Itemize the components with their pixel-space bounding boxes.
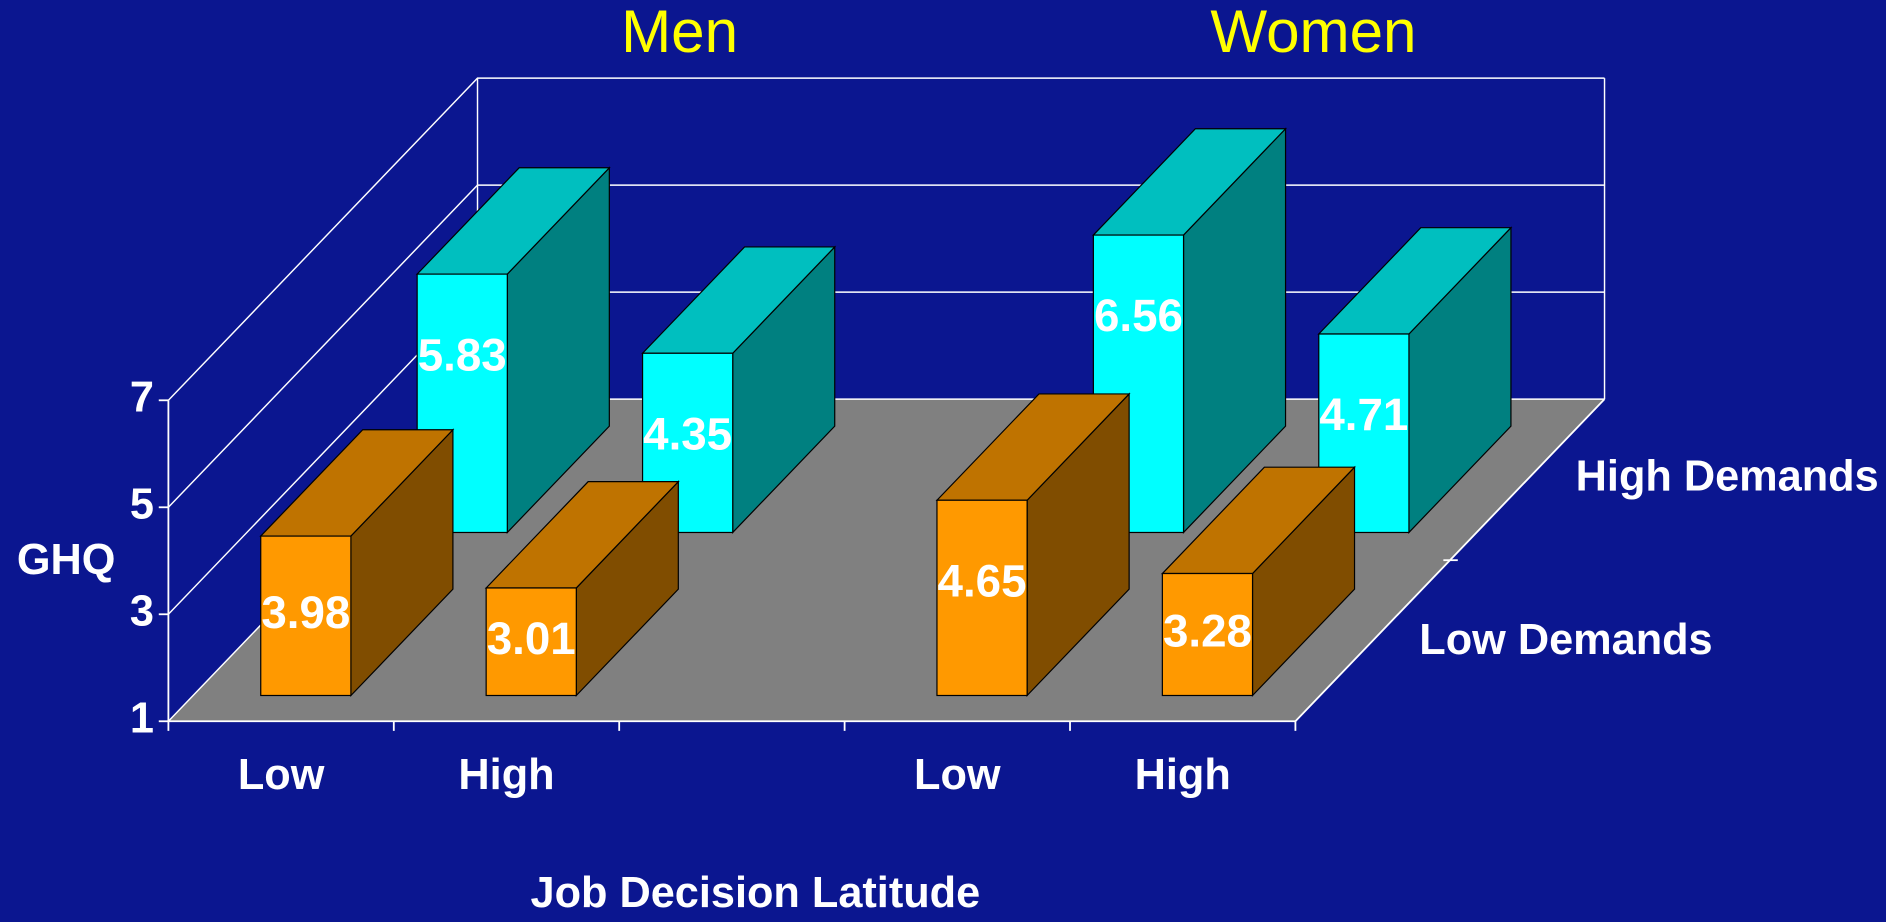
value-label: 5.83 — [418, 329, 507, 380]
group-label: Men — [621, 0, 738, 65]
grid-line — [167, 77, 1605, 401]
x-tick-label: Low — [238, 751, 325, 799]
x-tick-label: High — [1135, 751, 1231, 799]
y-tick-label: 7 — [130, 374, 154, 422]
group-label: Women — [1210, 0, 1416, 65]
value-label: 4.71 — [1319, 389, 1408, 440]
x-tick-label: Low — [914, 751, 1001, 799]
bar — [935, 392, 1131, 697]
value-label: 3.28 — [1163, 606, 1252, 657]
y-tick-label: 1 — [130, 695, 154, 743]
bar-front — [936, 499, 1028, 697]
y-tick-label: 5 — [130, 481, 154, 529]
bar — [641, 245, 837, 534]
plot: Men Women GHQ Job Decision Latitude 1 3 5 7… — [17, 0, 1879, 917]
value-label: 6.56 — [1094, 290, 1183, 341]
value-label: 4.35 — [643, 408, 732, 459]
y-tick-label: 3 — [130, 588, 154, 636]
x-tick-label: High — [458, 751, 554, 799]
value-label: 3.01 — [487, 613, 576, 664]
bar — [484, 480, 680, 697]
legend-label: Low Demands — [1419, 616, 1712, 664]
x-axis-label: Job Decision Latitude — [531, 869, 981, 917]
bar-front — [1161, 572, 1254, 697]
bar-front — [260, 535, 352, 697]
legend-label: High Demands — [1576, 453, 1879, 501]
value-label: 4.65 — [938, 555, 1027, 606]
bar — [1160, 465, 1356, 697]
value-label: 3.98 — [261, 587, 350, 638]
bar-front — [485, 587, 577, 697]
y-axis-label: GHQ — [17, 536, 116, 584]
bar — [1091, 127, 1287, 534]
bar — [259, 428, 455, 697]
